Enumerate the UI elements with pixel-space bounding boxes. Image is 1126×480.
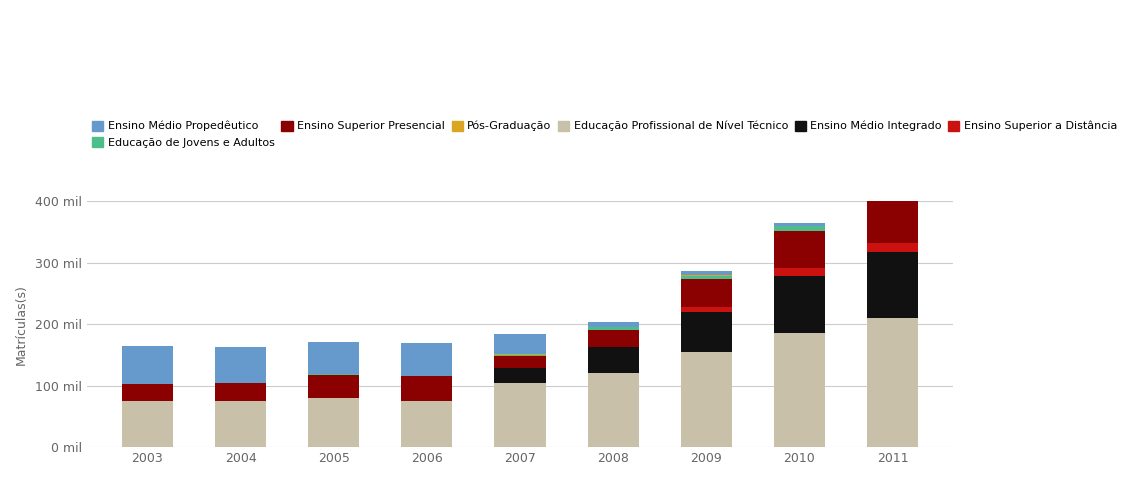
Bar	[588, 373, 638, 447]
Bar	[681, 275, 732, 276]
Bar	[122, 401, 173, 447]
Bar	[681, 271, 732, 275]
Bar	[401, 401, 453, 447]
Bar	[494, 355, 546, 356]
Bar	[401, 376, 453, 401]
Bar	[122, 346, 173, 384]
Bar	[867, 184, 918, 185]
Legend: Ensino Médio Propedêutico, Educação de Jovens e Adultos, Ensino Superior Presenc: Ensino Médio Propedêutico, Educação de J…	[92, 120, 1117, 148]
Y-axis label: Matrículas(s): Matrículas(s)	[15, 284, 28, 365]
Bar	[215, 401, 266, 447]
Bar	[681, 312, 732, 352]
Bar	[774, 227, 825, 231]
Bar	[867, 185, 918, 191]
Bar	[867, 252, 918, 318]
Bar	[867, 318, 918, 447]
Bar	[681, 276, 732, 279]
Bar	[681, 307, 732, 312]
Bar	[588, 322, 638, 326]
Bar	[494, 334, 546, 354]
Bar	[494, 383, 546, 447]
Bar	[681, 352, 732, 447]
Bar	[681, 279, 732, 307]
Bar	[774, 226, 825, 227]
Bar	[588, 326, 638, 327]
Bar	[774, 231, 825, 268]
Bar	[215, 383, 266, 401]
Bar	[309, 342, 359, 374]
Bar	[588, 327, 638, 330]
Bar	[774, 268, 825, 276]
Bar	[588, 347, 638, 373]
Bar	[774, 223, 825, 226]
Bar	[494, 369, 546, 383]
Bar	[309, 374, 359, 398]
Bar	[774, 334, 825, 447]
Bar	[774, 276, 825, 334]
Bar	[588, 330, 638, 347]
Bar	[215, 347, 266, 383]
Bar	[309, 398, 359, 447]
Bar	[401, 343, 453, 376]
Bar	[494, 356, 546, 369]
Bar	[494, 354, 546, 355]
Bar	[122, 384, 173, 401]
Bar	[867, 243, 918, 252]
Bar	[867, 191, 918, 243]
Bar	[867, 179, 918, 184]
